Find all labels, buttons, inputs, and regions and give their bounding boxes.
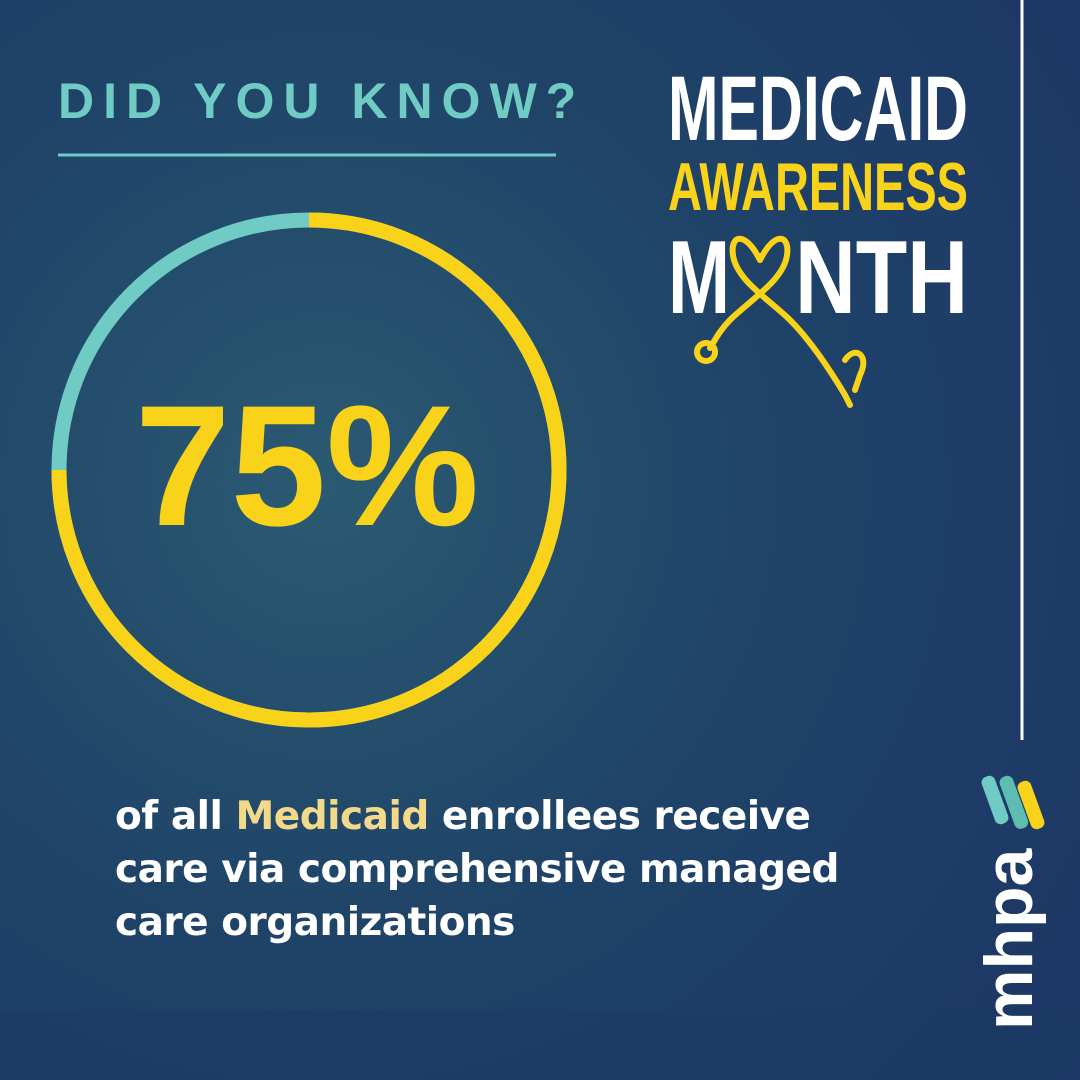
description-rest: enrollees receive care via comprehensive… — [115, 794, 839, 945]
description-lead: of all — [115, 794, 223, 839]
ring-arc — [51, 212, 567, 728]
ring — [51, 212, 567, 728]
campaign-line2: AWARENESS — [668, 149, 968, 225]
stat-label: 75% — [135, 370, 479, 562]
campaign-line3-end: NTH — [795, 220, 968, 336]
heart-stethoscope — [694, 235, 867, 408]
logo-text: mhpa — [971, 847, 1047, 1030]
logo-mark — [981, 775, 1045, 830]
description: of all Medicaid enrollees receive care v… — [115, 790, 905, 949]
description-highlight: Medicaid — [235, 794, 429, 839]
footer-band — [0, 1010, 1080, 1080]
kicker: DID YOU KNOW? — [58, 73, 585, 129]
campaign-line3-start: M — [668, 220, 730, 336]
campaign-line1: MEDICAID — [668, 58, 968, 160]
